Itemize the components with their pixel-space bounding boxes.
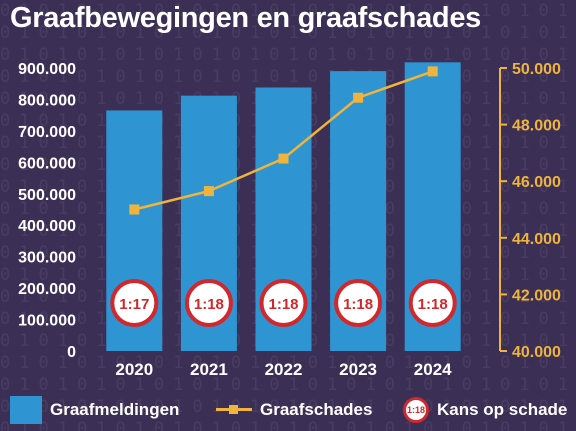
right-axis-tick-label: 40.000 <box>512 344 561 361</box>
badge-circle-2024 <box>408 279 457 327</box>
left-axis-tick-label: 800.000 <box>18 92 76 109</box>
badge-circle-2021 <box>184 279 233 327</box>
line-point-2023 <box>353 92 364 103</box>
chart-title: Graafbewegingen en graafschades <box>10 2 481 34</box>
line-point-2022 <box>278 153 289 164</box>
left-axis-tick-label: 400.000 <box>18 218 76 235</box>
left-axis-tick-label: 600.000 <box>18 155 76 172</box>
line-point-2020 <box>129 204 140 215</box>
x-axis-label-2024: 2024 <box>414 360 452 379</box>
left-axis-tick-label: 700.000 <box>18 124 76 141</box>
badge-circle-2023 <box>334 279 383 327</box>
badge-label-2024: 1:18 <box>418 296 448 313</box>
legend-item-kans-op-schade: 1:18 Kans op schade <box>403 393 567 427</box>
left-axis-tick-label: 500.000 <box>18 187 76 204</box>
line-point-2021 <box>203 186 214 197</box>
left-axis-tick-label: 300.000 <box>18 250 76 267</box>
right-axis-tick-label: 42.000 <box>512 287 561 304</box>
legend-label-graafschades: Graafschades <box>260 400 373 419</box>
legend-badge-icon: 1:18 <box>403 397 429 423</box>
badge-label-2023: 1:18 <box>343 296 373 313</box>
badge-circle-2022 <box>259 279 308 327</box>
x-axis-label-2020: 2020 <box>115 360 153 379</box>
legend-label-graafmeldingen: Graafmeldingen <box>50 400 180 419</box>
left-axis-tick-label: 900.000 <box>18 61 76 78</box>
right-axis-tick-label: 50.000 <box>512 61 561 78</box>
badge-label-2021: 1:18 <box>194 296 224 313</box>
legend-item-graafmeldingen: Graafmeldingen <box>10 393 179 427</box>
legend: Graafmeldingen Graafschades 1:18 Kans op… <box>0 393 576 427</box>
legend-item-graafschades: Graafschades <box>216 393 372 427</box>
x-axis-label-2021: 2021 <box>190 360 228 379</box>
legend-line-marker <box>216 396 252 424</box>
line-point-2024 <box>427 66 438 77</box>
x-axis-label-2023: 2023 <box>339 360 377 379</box>
legend-bar-swatch <box>10 396 42 424</box>
badge-circle-2020 <box>110 279 159 327</box>
x-axis-label-2022: 2022 <box>265 360 303 379</box>
left-axis-tick-label: 0 <box>67 344 76 361</box>
right-axis-tick-label: 44.000 <box>512 231 561 248</box>
right-axis-tick-label: 48.000 <box>512 118 561 135</box>
right-axis-tick-label: 46.000 <box>512 174 561 191</box>
legend-label-kans-op-schade: Kans op schade <box>437 400 568 419</box>
left-axis-tick-label: 200.000 <box>18 281 76 298</box>
left-axis-tick-label: 100.000 <box>18 313 76 330</box>
badge-label-2022: 1:18 <box>268 296 298 313</box>
badge-label-2020: 1:17 <box>119 296 149 313</box>
